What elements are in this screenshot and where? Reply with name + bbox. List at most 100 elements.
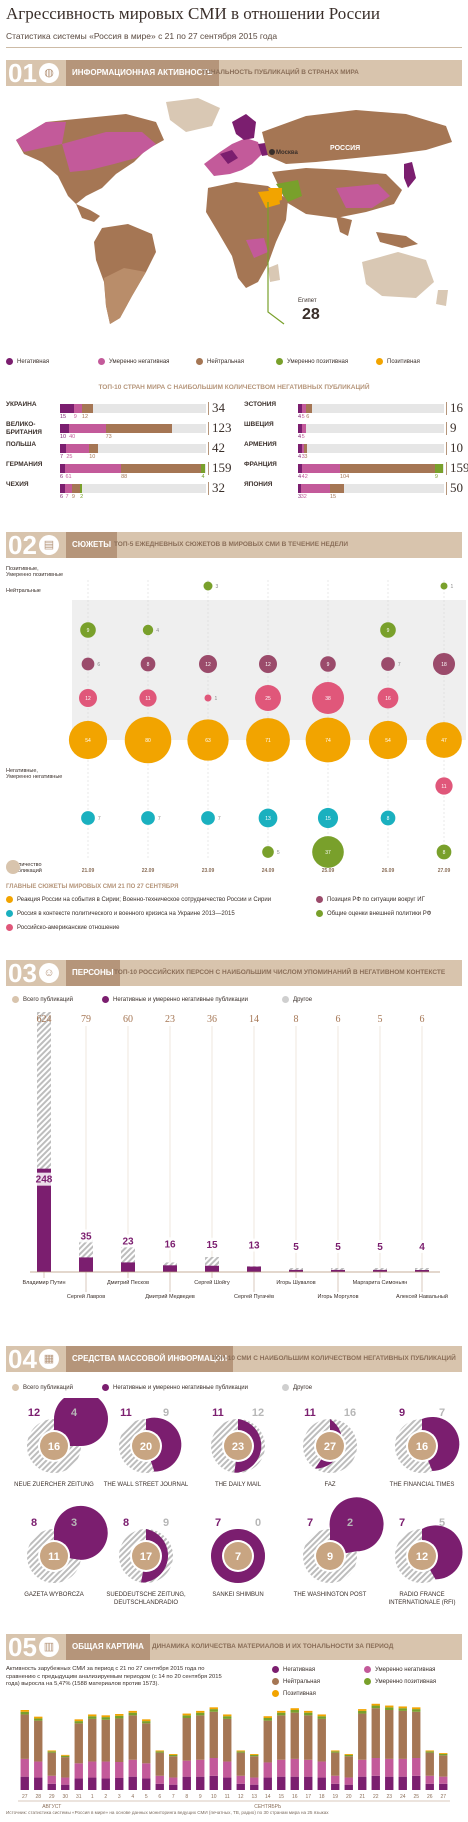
topic-bubble: [203, 581, 213, 591]
person-neg-label: 23: [122, 1236, 134, 1247]
summary-text: Активность зарубежных СМИ за период с 21…: [6, 1666, 222, 1687]
dynamics-bar-segment: [263, 1716, 272, 1718]
person-neg-label-bg: [35, 1172, 53, 1186]
dynamics-bar-segment: [20, 1710, 29, 1712]
country-total-separator: [208, 442, 209, 455]
country-total: 123: [212, 420, 232, 435]
dynamics-bar-segment: [169, 1784, 178, 1790]
topic-bubble-label: 1: [215, 696, 218, 702]
country-bar-track: [298, 424, 444, 433]
media-name: INTERNATIONALE (RFI): [389, 1600, 456, 1606]
media-donut-neg: [54, 1505, 108, 1560]
dynamics-chart: 27 28 29 30 31 1 2 3 4 5 6 7 8 9 10 11 12 13 14 15 16 17 18 19 2…: [18, 1703, 450, 1808]
dynamics-bar-segment: [317, 1716, 326, 1719]
dynamics-date-tick: 22: [373, 1794, 379, 1800]
map-indonesia: [376, 232, 418, 248]
map-new-zealand: [436, 290, 448, 306]
person-icon: ☺: [39, 963, 59, 983]
topic-legend-foreign: Общие оценки внешней политики РФ: [316, 910, 431, 917]
dynamics-bar-segment: [236, 1751, 245, 1753]
dynamics-date-tick: 26: [427, 1794, 433, 1800]
topic-bubble: [258, 654, 278, 674]
dynamics-bar-segment: [88, 1714, 97, 1717]
country-bar-segment: [71, 484, 81, 493]
media-donut-center: [132, 1542, 160, 1570]
media-name: THE DAILY MAIL: [215, 1482, 262, 1488]
country-bar-segment: [304, 444, 308, 453]
person-neg-label: 15: [206, 1240, 218, 1251]
dynamics-date-tick: 9: [199, 1794, 202, 1800]
dynamics-bar-segment: [115, 1715, 124, 1719]
person-neg-label: 13: [248, 1241, 260, 1252]
map-australia: [362, 252, 434, 298]
country-name: ФРАНЦИЯ: [244, 461, 277, 468]
source-footer: Источник: статистика системы «Россия в м…: [6, 1810, 329, 1815]
section1-band: 01 ◍ ИНФОРМАЦИОННАЯ АКТИВНОСТЬ ТОНАЛЬНОС…: [6, 59, 462, 87]
dynamics-date-tick: 25: [413, 1794, 419, 1800]
dynamics-bar-segment: [101, 1719, 110, 1762]
topic-bubble: [380, 810, 396, 826]
section4-number: 04: [8, 1344, 37, 1374]
map-central-america: [76, 204, 100, 222]
country-segment-label: 32: [300, 494, 307, 500]
media-name: DEUTSCHLANDRADIO: [114, 1600, 178, 1606]
country-total-separator: [208, 462, 209, 475]
media-neg: 7: [215, 1517, 221, 1529]
dynamics-bar-segment: [115, 1714, 124, 1716]
topic-bubble-label: 37: [325, 850, 331, 856]
topics-legend: Реакция России на события в Сирии; Военн…: [6, 896, 462, 940]
country-bar-segment: [298, 484, 301, 493]
dynamics-bar-segment: [331, 1750, 340, 1752]
topic-bubble-label: 7: [398, 662, 401, 668]
topic-bubble: [246, 718, 290, 762]
media-donut-center: [316, 1432, 344, 1460]
section3-number: 03: [8, 958, 37, 988]
person-neg-bar: [163, 1265, 177, 1272]
topic-bubble-label: 9: [387, 628, 390, 634]
dynamics-date-tick: 4: [131, 1794, 134, 1800]
map-china: [336, 184, 390, 208]
media-donut-center: [316, 1542, 344, 1570]
media-legend-total: Всего публикаций: [12, 1384, 73, 1391]
country-segment-label: 15: [329, 494, 337, 500]
dynamics-bar-segment: [371, 1775, 380, 1790]
dynamics-bar-segment: [169, 1754, 178, 1755]
country-bar-track: [298, 484, 444, 493]
person-neg-bar: [121, 1262, 135, 1272]
section2-desc: ТОП-5 ЕЖЕДНЕВНЫХ СЮЖЕТОВ В МИРОВЫХ СМИ В…: [114, 541, 349, 548]
media-other: 0: [255, 1517, 261, 1529]
map-india: [336, 216, 352, 236]
dynamics-bar-segment: [182, 1776, 191, 1790]
person-neg-label: 16: [164, 1239, 176, 1250]
topic-bubble: [258, 808, 278, 828]
section3-band: 03 ☺ ПЕРСОНЫ ТОП-10 РОССИЙСКИХ ПЕРСОН С …: [6, 958, 462, 988]
dynamics-bar-segment: [236, 1775, 245, 1784]
map-north-africa: [208, 184, 238, 206]
dynamics-bar-segment: [182, 1715, 191, 1718]
dynamics-bar-segment: [398, 1708, 407, 1711]
country-total-separator: [208, 482, 209, 495]
topic-bubble-label: 5: [277, 850, 280, 856]
dynamics-bar-segment: [128, 1715, 137, 1760]
dynamics-date-tick: 20: [346, 1794, 352, 1800]
dynamics-bar-segment: [358, 1710, 367, 1714]
dynamics-bar-segment: [317, 1714, 326, 1717]
country-segment-label: 12: [81, 414, 89, 420]
person-neg-bar: [373, 1269, 387, 1272]
topic-bubble-label: 54: [385, 738, 391, 744]
country-total-separator: [446, 422, 447, 435]
country-bar-track: [60, 404, 206, 413]
country-bar-segment: [339, 464, 435, 473]
country-name: ПОЛЬША: [6, 441, 37, 448]
topic-bubble-label: 3: [216, 584, 219, 590]
dynamics-bar-segment: [344, 1784, 353, 1790]
section3-label: ПЕРСОНЫ: [66, 960, 120, 986]
dynamics-bar-segment: [439, 1755, 448, 1777]
country-segment-label: 4: [298, 414, 302, 420]
media-total: 16: [48, 1441, 60, 1453]
country-total-separator: [446, 462, 447, 475]
dynamics-bar-segment: [236, 1752, 245, 1776]
topic-bubble: [377, 687, 399, 709]
country-bar-segment: [60, 464, 66, 473]
